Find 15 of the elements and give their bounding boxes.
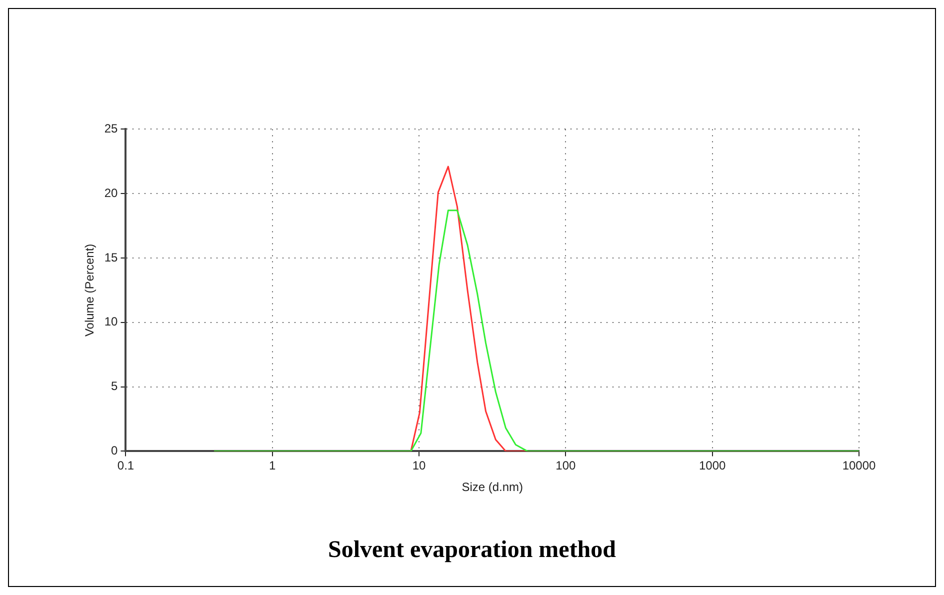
x-tick-label: 10000: [842, 458, 876, 473]
y-tick-label: 25: [104, 122, 118, 136]
y-tick-label: 0: [111, 444, 118, 458]
y-axis-title: Volume (Percent): [82, 244, 97, 337]
x-tick-label: 1: [269, 458, 276, 473]
y-tick-label: 20: [104, 186, 118, 200]
x-tick-label: 10: [412, 458, 426, 473]
x-tick-label: 0.1: [117, 458, 134, 473]
x-tick-label: 100: [556, 458, 576, 473]
text: Solvent evaporation method: [327, 537, 617, 564]
y-tick-label: 15: [104, 250, 118, 264]
y-tick-label: 10: [104, 314, 118, 329]
x-tick-label: 1000: [699, 458, 726, 473]
x-axis-title: Size (d.nm): [462, 480, 524, 494]
y-tick-label: 5: [111, 379, 118, 394]
